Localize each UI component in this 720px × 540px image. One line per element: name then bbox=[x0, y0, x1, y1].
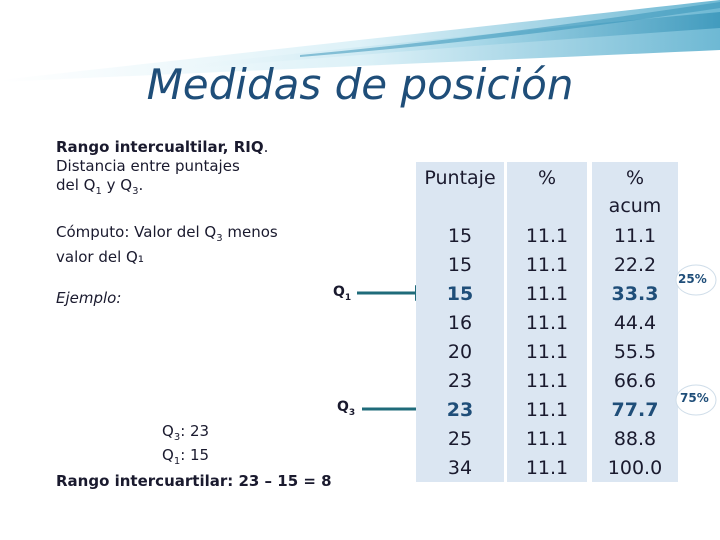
table-cell-pct: 11.1 bbox=[525, 399, 569, 421]
table-cell-puntaje: 34 bbox=[447, 457, 473, 479]
table-cell-acum: 100.0 bbox=[607, 457, 663, 479]
table-cell-puntaje: 20 bbox=[447, 341, 473, 363]
computo-line-2: valor del Q₁ bbox=[56, 248, 144, 266]
table-cell-acum: 88.8 bbox=[613, 428, 657, 450]
table-cell-puntaje: 15 bbox=[447, 225, 473, 247]
table-cell-puntaje: 15 bbox=[446, 283, 474, 305]
puntaje-values: 15 15 15 16 20 23 23 25 34 bbox=[416, 222, 504, 483]
column-puntaje: Puntaje 15 15 15 16 20 23 23 25 34 bbox=[416, 162, 504, 482]
table-cell-acum: 33.3 bbox=[611, 283, 659, 305]
table-cell-acum: 44.4 bbox=[613, 312, 657, 334]
table-cell-acum: 22.2 bbox=[613, 254, 657, 276]
pct75-circle-icon bbox=[675, 384, 717, 416]
definition-line-2: Distancia entre puntajes bbox=[56, 157, 240, 175]
table-cell-puntaje: 23 bbox=[447, 370, 473, 392]
table-cell-acum: 66.6 bbox=[613, 370, 657, 392]
example-q3: Q3: 23 bbox=[162, 422, 210, 443]
pct-values: 11.1 11.1 11.1 11.1 11.1 11.1 11.1 11.1 11.1 bbox=[507, 222, 587, 483]
pct75-label: 75% bbox=[680, 391, 709, 405]
definition-heading: Rango intercualtilar, RIQ. bbox=[56, 138, 269, 156]
table-cell-pct: 11.1 bbox=[525, 341, 569, 363]
computo-line-1: Cómputo: Valor del Q3 menos bbox=[56, 223, 278, 244]
pct25-circle-icon bbox=[675, 264, 717, 296]
definition-block: Rango intercualtilar, RIQ. Distancia ent… bbox=[56, 138, 356, 308]
table-cell-pct: 11.1 bbox=[525, 428, 569, 450]
table-cell-puntaje: 15 bbox=[447, 254, 473, 276]
table-cell-puntaje: 16 bbox=[447, 312, 473, 334]
table-cell-pct: 11.1 bbox=[525, 370, 569, 392]
example-q1: Q1: 15 bbox=[162, 446, 210, 467]
header-acum: % acum bbox=[608, 167, 662, 217]
header-pct: % bbox=[537, 167, 557, 189]
acum-values: 11.1 22.2 33.3 44.4 55.5 66.6 77.7 88.8 100.0 bbox=[592, 222, 678, 483]
header-puntaje: Puntaje bbox=[424, 167, 496, 189]
q1-marker-label: Q1 bbox=[333, 284, 352, 303]
table-cell-acum: 11.1 bbox=[613, 225, 657, 247]
q3-marker-label: Q3 bbox=[337, 399, 356, 418]
table-cell-pct: 11.1 bbox=[525, 225, 569, 247]
definition-line-3: del Q1 y Q3. bbox=[56, 176, 144, 197]
ejemplo-label: Ejemplo: bbox=[56, 289, 122, 307]
riq-result: Rango intercuartilar: 23 – 15 = 8 bbox=[56, 472, 332, 490]
table-cell-pct: 11.1 bbox=[525, 283, 569, 305]
column-acum: % acum 11.1 22.2 33.3 44.4 55.5 66.6 77.7 88.8 1… bbox=[592, 162, 678, 482]
table-cell-puntaje: 25 bbox=[447, 428, 473, 450]
pct25-label: 25% bbox=[678, 272, 707, 286]
column-pct: % 11.1 11.1 11.1 11.1 11.1 11.1 11.1 11.1 11.1 bbox=[507, 162, 587, 482]
slide-title: Medidas de posición bbox=[146, 60, 574, 109]
table-cell-puntaje: 23 bbox=[446, 399, 474, 421]
table-cell-acum: 77.7 bbox=[611, 399, 659, 421]
table-cell-pct: 11.1 bbox=[525, 254, 569, 276]
table-cell-acum: 55.5 bbox=[613, 341, 657, 363]
table-cell-pct: 11.1 bbox=[525, 457, 569, 479]
header-wave-decoration bbox=[0, 0, 720, 82]
table-cell-pct: 11.1 bbox=[525, 312, 569, 334]
